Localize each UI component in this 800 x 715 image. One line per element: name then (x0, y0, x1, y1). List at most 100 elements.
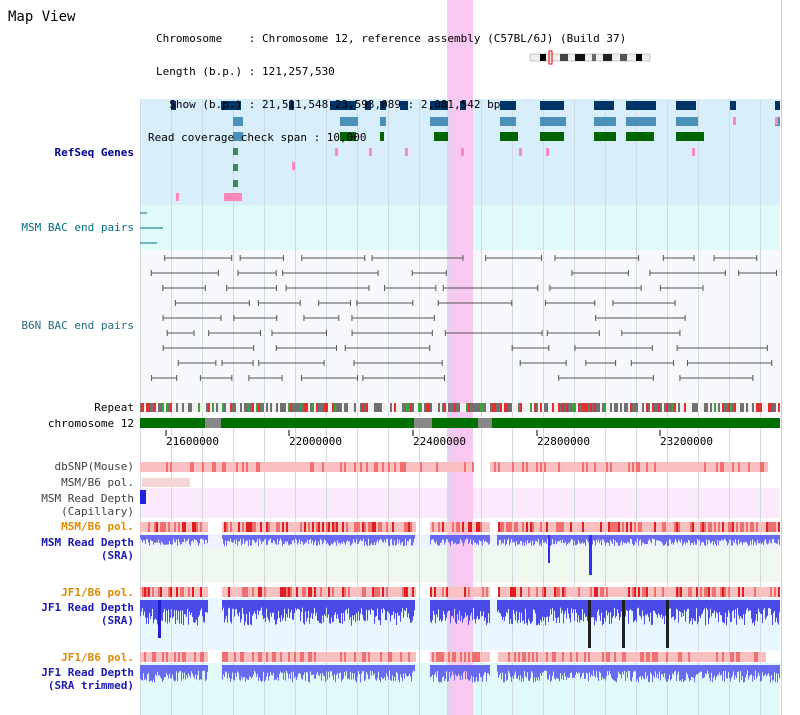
polymorphism-mark (606, 462, 608, 472)
depth-bar (387, 665, 388, 677)
gene-block (500, 101, 516, 110)
depth-bar (260, 535, 261, 541)
track-label-chromosome[interactable]: chromosome 12 (47, 417, 134, 430)
track-label-repeat[interactable]: Repeat (94, 401, 134, 414)
depth-bar (371, 665, 372, 676)
depth-bar (483, 600, 484, 612)
depth-bar (575, 600, 576, 610)
depth-bar (758, 665, 759, 673)
depth-bar (239, 665, 240, 680)
depth-bar (633, 600, 634, 623)
depth-bar (644, 535, 645, 545)
polymorphism-mark (232, 587, 234, 597)
repeat-mark (246, 403, 248, 412)
depth-bar (618, 600, 619, 614)
depth-bar (223, 535, 224, 544)
depth-bar (409, 600, 410, 619)
depth-bar (541, 535, 542, 547)
depth-bar (563, 600, 564, 624)
repeat-mark (236, 403, 238, 412)
depth-bar (322, 600, 323, 616)
track-label-refseq-genes[interactable]: RefSeq Genes (54, 146, 134, 159)
polymorphism-mark (434, 652, 436, 662)
track-label-dbsnp[interactable]: dbSNP(Mouse) (54, 460, 134, 473)
polymorphism-mark (584, 652, 586, 662)
track-label-jf1-b6-pol-1[interactable]: JF1/B6 pol. (61, 586, 134, 599)
depth-bar (555, 665, 556, 680)
track-label-jf1-read-depth-trimmed[interactable]: JF1 Read Depth (SRA trimmed) (41, 666, 134, 692)
polymorphism-mark (244, 522, 246, 532)
polymorphism-mark (226, 652, 228, 662)
polymorphism-mark (392, 652, 394, 662)
polymorphism-mark (436, 652, 438, 662)
track-label-jf1-read-depth-sra[interactable]: JF1 Read Depth (SRA) (41, 601, 134, 627)
depth-bar (258, 665, 259, 681)
depth-bar (304, 665, 305, 673)
depth-bar (431, 665, 432, 677)
polymorphism-mark (342, 462, 344, 472)
polymorphism-mark (512, 587, 514, 597)
polymorphism-mark (214, 462, 216, 472)
depth-bar (285, 535, 286, 542)
depth-bar (475, 665, 476, 682)
depth-bar (582, 600, 583, 610)
depth-bar (485, 600, 486, 618)
depth-bar (520, 665, 521, 676)
depth-bar (224, 665, 225, 677)
polymorphism-mark (544, 587, 546, 597)
depth-bar (360, 600, 361, 614)
track-label-msm-bac[interactable]: MSM BAC end pairs (21, 221, 134, 234)
ideogram-band (560, 54, 568, 61)
depth-bar (676, 535, 677, 542)
polymorphism-mark (556, 462, 558, 472)
depth-bar (264, 665, 265, 682)
depth-bar (199, 665, 200, 681)
polymorphism-mark (294, 462, 296, 472)
polymorphism-mark (150, 462, 152, 472)
repeat-mark (292, 403, 294, 412)
repeat-mark (722, 403, 724, 412)
polymorphism-mark (514, 652, 516, 662)
depth-bar (445, 665, 446, 680)
depth-bar (168, 665, 169, 679)
depth-bar (501, 665, 502, 680)
depth-bar (703, 600, 704, 611)
depth-bar (410, 665, 411, 677)
polymorphism-mark (256, 587, 258, 597)
polymorphism-mark (174, 652, 176, 662)
repeat-mark (412, 403, 414, 412)
depth-bar (617, 535, 618, 543)
polymorphism-mark (566, 462, 568, 472)
polymorphism-mark (616, 587, 618, 597)
polymorphism-mark (292, 462, 294, 472)
polymorphism-mark (656, 462, 658, 472)
depth-bar (187, 665, 188, 678)
depth-bar (753, 600, 754, 623)
depth-spike (666, 600, 669, 648)
repeat-mark (666, 403, 668, 412)
depth-bar (617, 600, 618, 610)
polymorphism-mark (148, 522, 150, 532)
polymorphism-mark (230, 587, 232, 597)
polymorphism-mark (384, 587, 386, 597)
depth-bar (693, 600, 694, 619)
track-label-jf1-b6-pol-2[interactable]: JF1/B6 pol. (61, 651, 134, 664)
depth-bar (411, 535, 412, 546)
polymorphism-mark (144, 462, 146, 472)
track-label-b6n-bac[interactable]: B6N BAC end pairs (21, 319, 134, 332)
depth-bar (379, 535, 380, 541)
polymorphism-mark (582, 587, 584, 597)
depth-bar (530, 600, 531, 624)
track-label-msm-read-depth-capillary[interactable]: MSM Read Depth (Capillary) (41, 492, 134, 518)
depth-bar (518, 600, 519, 621)
polymorphism-mark (318, 522, 320, 532)
track-label-msm-read-depth-sra[interactable]: MSM Read Depth (SRA) (41, 536, 134, 562)
track-label-msm-b6-pol-2[interactable]: MSM/B6 pol. (61, 520, 134, 533)
polymorphism-mark (742, 522, 744, 532)
depth-bar (529, 535, 530, 543)
polymorphism-mark (562, 462, 564, 472)
depth-bar (596, 600, 597, 622)
track-label-msm-b6-pol-1[interactable]: MSM/B6 pol. (61, 476, 134, 489)
repeat-mark (498, 403, 500, 412)
polymorphism-mark (632, 462, 634, 472)
